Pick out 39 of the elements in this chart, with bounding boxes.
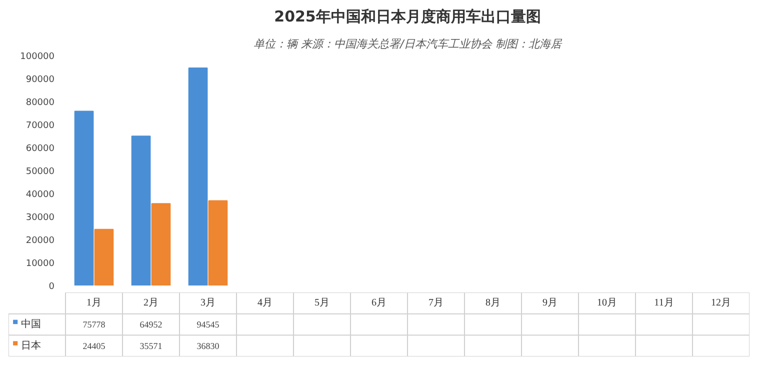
y-tick-label: 100000 xyxy=(20,52,55,62)
y-tick-label: 60000 xyxy=(26,144,55,154)
x-tick-label: 1月 xyxy=(86,298,102,309)
bar xyxy=(74,110,94,286)
legend-label: 日本 xyxy=(21,339,42,352)
x-tick-label: 11月 xyxy=(654,298,674,309)
x-tick-label: 2月 xyxy=(144,298,158,309)
y-tick-label: 80000 xyxy=(26,98,55,108)
y-tick-label: 20000 xyxy=(26,236,55,246)
y-tick-label: 40000 xyxy=(26,190,55,200)
chart-title: 2025年中国和日本月度商用车出口量图 xyxy=(274,8,541,26)
y-tick-label: 90000 xyxy=(26,75,55,85)
x-tick-label: 7月 xyxy=(428,298,444,309)
chart-subtitle: 单位：辆 来源：中国海关总署/日本汽车工业协会 制图：北海居 xyxy=(254,38,562,50)
x-tick-label: 4月 xyxy=(258,298,272,309)
x-tick-label: 12月 xyxy=(711,298,731,309)
x-tick-label: 6月 xyxy=(372,298,386,309)
y-tick-label: 70000 xyxy=(26,121,55,131)
data-label: 24405 xyxy=(82,340,106,351)
y-tick-label: 10000 xyxy=(26,259,55,269)
x-tick-label: 10月 xyxy=(597,298,617,309)
bar xyxy=(94,228,114,286)
bar xyxy=(131,136,151,286)
x-tick-label: 8月 xyxy=(486,298,500,309)
data-label: 94545 xyxy=(196,320,220,330)
x-tick-label: 3月 xyxy=(200,298,216,309)
data-label: 64952 xyxy=(140,320,162,330)
legend-label: 中国 xyxy=(21,318,42,330)
y-tick-label: 0 xyxy=(48,282,55,292)
bar xyxy=(188,68,208,286)
data-label: 75778 xyxy=(82,320,106,330)
bar xyxy=(208,200,228,286)
y-tick-label: 30000 xyxy=(26,213,55,223)
y-tick-label: 50000 xyxy=(26,167,55,177)
x-tick-label: 9月 xyxy=(542,298,558,309)
data-label: 36830 xyxy=(196,340,220,351)
data-label: 35571 xyxy=(140,340,162,351)
bar xyxy=(151,203,171,286)
x-tick-label: 5月 xyxy=(314,298,330,309)
